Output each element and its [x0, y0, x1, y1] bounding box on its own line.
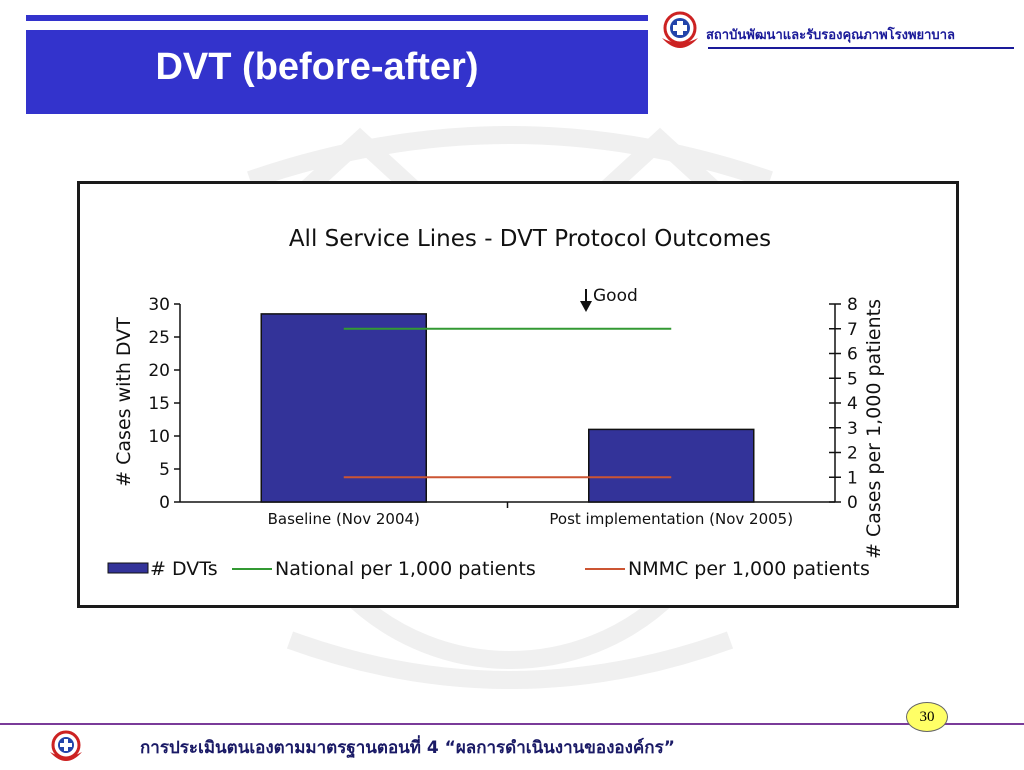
left-tick-label: 25: [148, 328, 170, 348]
left-tick-label: 0: [159, 493, 170, 513]
bar: [260, 313, 427, 503]
legend-label: NMMC per 1,000 patients: [628, 558, 870, 580]
annotation-label: Good: [593, 286, 638, 306]
org-underline: [708, 47, 1014, 49]
good-annotation: Good: [580, 286, 638, 312]
left-tick-label: 10: [148, 427, 170, 447]
footer-logo-icon: [46, 728, 86, 770]
chart: All Service Lines - DVT Protocol Outcome…: [107, 226, 885, 580]
legend: # DVTs National per 1,000 patients NMMC pe…: [107, 558, 870, 580]
x-tick-label: Post implementation (Nov 2005): [549, 510, 793, 528]
left-tick-label: 5: [159, 460, 170, 480]
right-tick-label: 0: [847, 493, 858, 513]
right-tick-label: 8: [847, 295, 858, 315]
page-number: 30: [906, 702, 948, 732]
footer-text: การประเมินตนเองตามมาตรฐานตอนที่ 4 “ผลการ…: [140, 738, 675, 758]
bar-series: [260, 313, 755, 503]
legend-label: # DVTs: [150, 558, 218, 580]
down-arrow-icon: [580, 289, 592, 312]
left-tick-label: 20: [148, 361, 170, 381]
x-axis: Baseline (Nov 2004) Post implementation (…: [180, 501, 835, 528]
bar: [588, 428, 755, 503]
chart-frame: All Service Lines - DVT Protocol Outcome…: [77, 181, 959, 608]
y-axis-label-left: # Cases with DVT: [113, 317, 135, 487]
left-y-axis: 0 5 10 15 20 25 30: [148, 295, 181, 513]
y-axis-label-right: # Cases per 1,000 patients: [863, 299, 885, 559]
chart-title: All Service Lines - DVT Protocol Outcome…: [289, 226, 771, 252]
right-tick-label: 4: [847, 394, 858, 414]
slide-title: DVT (before-after): [155, 45, 479, 88]
legend-swatch-bar: [107, 562, 149, 574]
x-tick-label: Baseline (Nov 2004): [268, 510, 420, 528]
right-y-axis: 0 1 2 3 4 5 6 7 8: [829, 295, 858, 513]
ha-logo-icon: [656, 8, 704, 56]
left-tick-label: 15: [148, 394, 170, 414]
right-tick-label: 1: [847, 468, 858, 488]
org-name: สถาบันพัฒนาและรับรองคุณภาพโรงพยาบาล: [706, 28, 955, 43]
right-tick-label: 2: [847, 444, 858, 464]
footer-rule: [0, 723, 1024, 725]
right-tick-label: 5: [847, 369, 858, 389]
right-tick-label: 6: [847, 345, 858, 365]
line-series: [343, 327, 672, 479]
legend-label: National per 1,000 patients: [275, 558, 536, 580]
left-tick-label: 30: [148, 295, 170, 315]
title-banner: DVT (before-after): [26, 30, 648, 114]
right-tick-label: 7: [847, 320, 858, 340]
title-top-rule: [26, 15, 648, 21]
right-tick-label: 3: [847, 419, 858, 439]
